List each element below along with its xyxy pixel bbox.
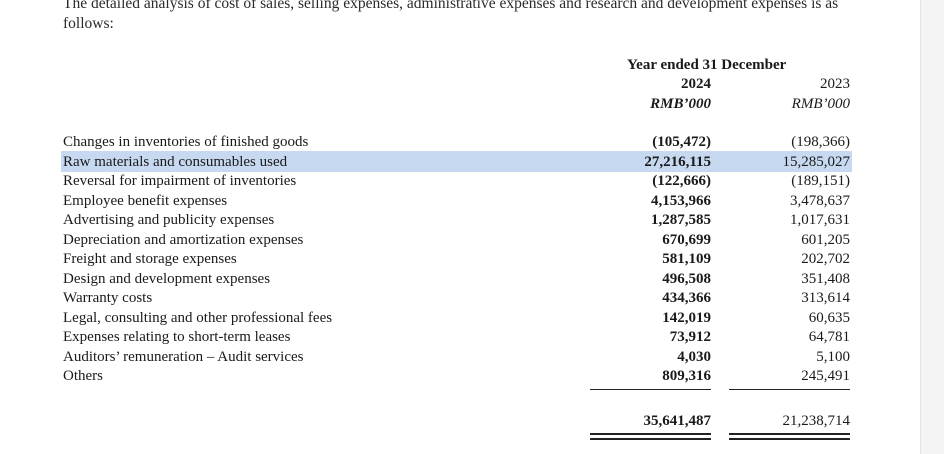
value-2023: 245,491	[801, 368, 850, 384]
expense-table: Changes in inventories of finished goods…	[0, 133, 944, 387]
total-double-rule-2023-bottom	[729, 438, 850, 440]
table-row: Freight and storage expenses 581,109 202,7…	[0, 250, 944, 270]
value-2024: 496,508	[662, 270, 711, 287]
value-2024: 4,030	[677, 348, 711, 365]
row-label: Others	[63, 368, 103, 384]
value-2023: 601,205	[801, 231, 850, 248]
value-2024: 434,366	[662, 290, 711, 306]
row-label: Advertising and publicity expenses	[63, 212, 275, 228]
value-2023: 60,635	[808, 309, 850, 326]
total-2024: 35,641,487	[643, 413, 712, 429]
value-2023: (189,151)	[791, 173, 850, 189]
table-row: Expenses relating to short-term leases 73…	[0, 328, 944, 348]
value-2023: 64,781	[808, 329, 850, 345]
value-2024: 4,153,966	[651, 192, 711, 209]
row-label: Reversal for impairment of inventories	[63, 173, 297, 189]
table-row: Reversal for impairment of inventories (1…	[0, 172, 944, 192]
total-double-rule-2024-top	[590, 433, 711, 435]
subtotal-rule-2024	[590, 389, 711, 390]
scrollbar-track[interactable]	[920, 0, 944, 454]
row-label: Warranty costs	[63, 290, 153, 306]
value-2024: 581,109	[662, 251, 711, 267]
table-row: Depreciation and amortization expenses 67…	[0, 231, 944, 251]
value-2023: 1,017,631	[790, 212, 850, 228]
value-2023: 351,408	[801, 270, 850, 287]
text-selection-highlight	[61, 151, 852, 172]
value-2024: 142,019	[662, 309, 711, 326]
year-2023-header: 2023	[820, 76, 850, 92]
row-label: Freight and storage expenses	[63, 251, 237, 267]
total-double-rule-2024-bottom	[590, 438, 711, 440]
value-2023: 15,285,027	[782, 153, 851, 170]
period-header: Year ended 31 December	[627, 57, 787, 73]
row-label: Depreciation and amortization expenses	[63, 231, 304, 248]
year-2024-header: 2024	[681, 76, 711, 92]
value-2024: 809,316	[662, 368, 711, 384]
row-label: Expenses relating to short-term leases	[63, 329, 291, 345]
intro-paragraph: The detailed analysis of cost of sales, …	[63, 0, 839, 32]
table-row: Employee benefit expenses 4,153,966 3,478,…	[0, 192, 944, 212]
row-label: Changes in inventories of finished goods	[63, 134, 309, 150]
value-2023: (198,366)	[791, 134, 850, 150]
value-2024: (122,666)	[652, 173, 711, 189]
total-double-rule-2023-top	[729, 433, 850, 435]
value-2024: 73,912	[669, 329, 711, 345]
row-label: Raw materials and consumables used	[63, 153, 288, 170]
value-2023: 5,100	[816, 348, 850, 365]
currency-2024-header: RMB’000	[650, 96, 711, 112]
table-row: Others 809,316 245,491	[0, 367, 944, 387]
table-row: Design and development expenses 496,508 35…	[0, 270, 944, 290]
value-2024: (105,472)	[652, 134, 711, 150]
table-row: Auditors’ remuneration – Audit services 4…	[0, 348, 944, 368]
row-label: Design and development expenses	[63, 270, 271, 287]
row-label: Legal, consulting and other professional…	[63, 309, 333, 326]
row-label: Auditors’ remuneration – Audit services	[63, 348, 304, 365]
value-2023: 313,614	[801, 290, 850, 306]
value-2024: 670,699	[662, 231, 711, 248]
value-2024: 1,287,585	[651, 212, 711, 228]
table-row: Changes in inventories of finished goods…	[0, 133, 944, 153]
subtotal-rule-2023	[729, 389, 850, 390]
table-row: Raw materials and consumables used 27,216…	[0, 153, 944, 173]
table-row: Warranty costs 434,366 313,614	[0, 289, 944, 309]
row-label: Employee benefit expenses	[63, 192, 228, 209]
value-2023: 3,478,637	[790, 192, 850, 209]
table-row: Advertising and publicity expenses 1,287,…	[0, 211, 944, 231]
value-2024: 27,216,115	[644, 153, 711, 170]
currency-2023-header: RMB’000	[791, 96, 850, 112]
value-2023: 202,702	[801, 251, 850, 267]
table-row: Legal, consulting and other professional…	[0, 309, 944, 329]
total-2023: 21,238,714	[782, 413, 851, 429]
